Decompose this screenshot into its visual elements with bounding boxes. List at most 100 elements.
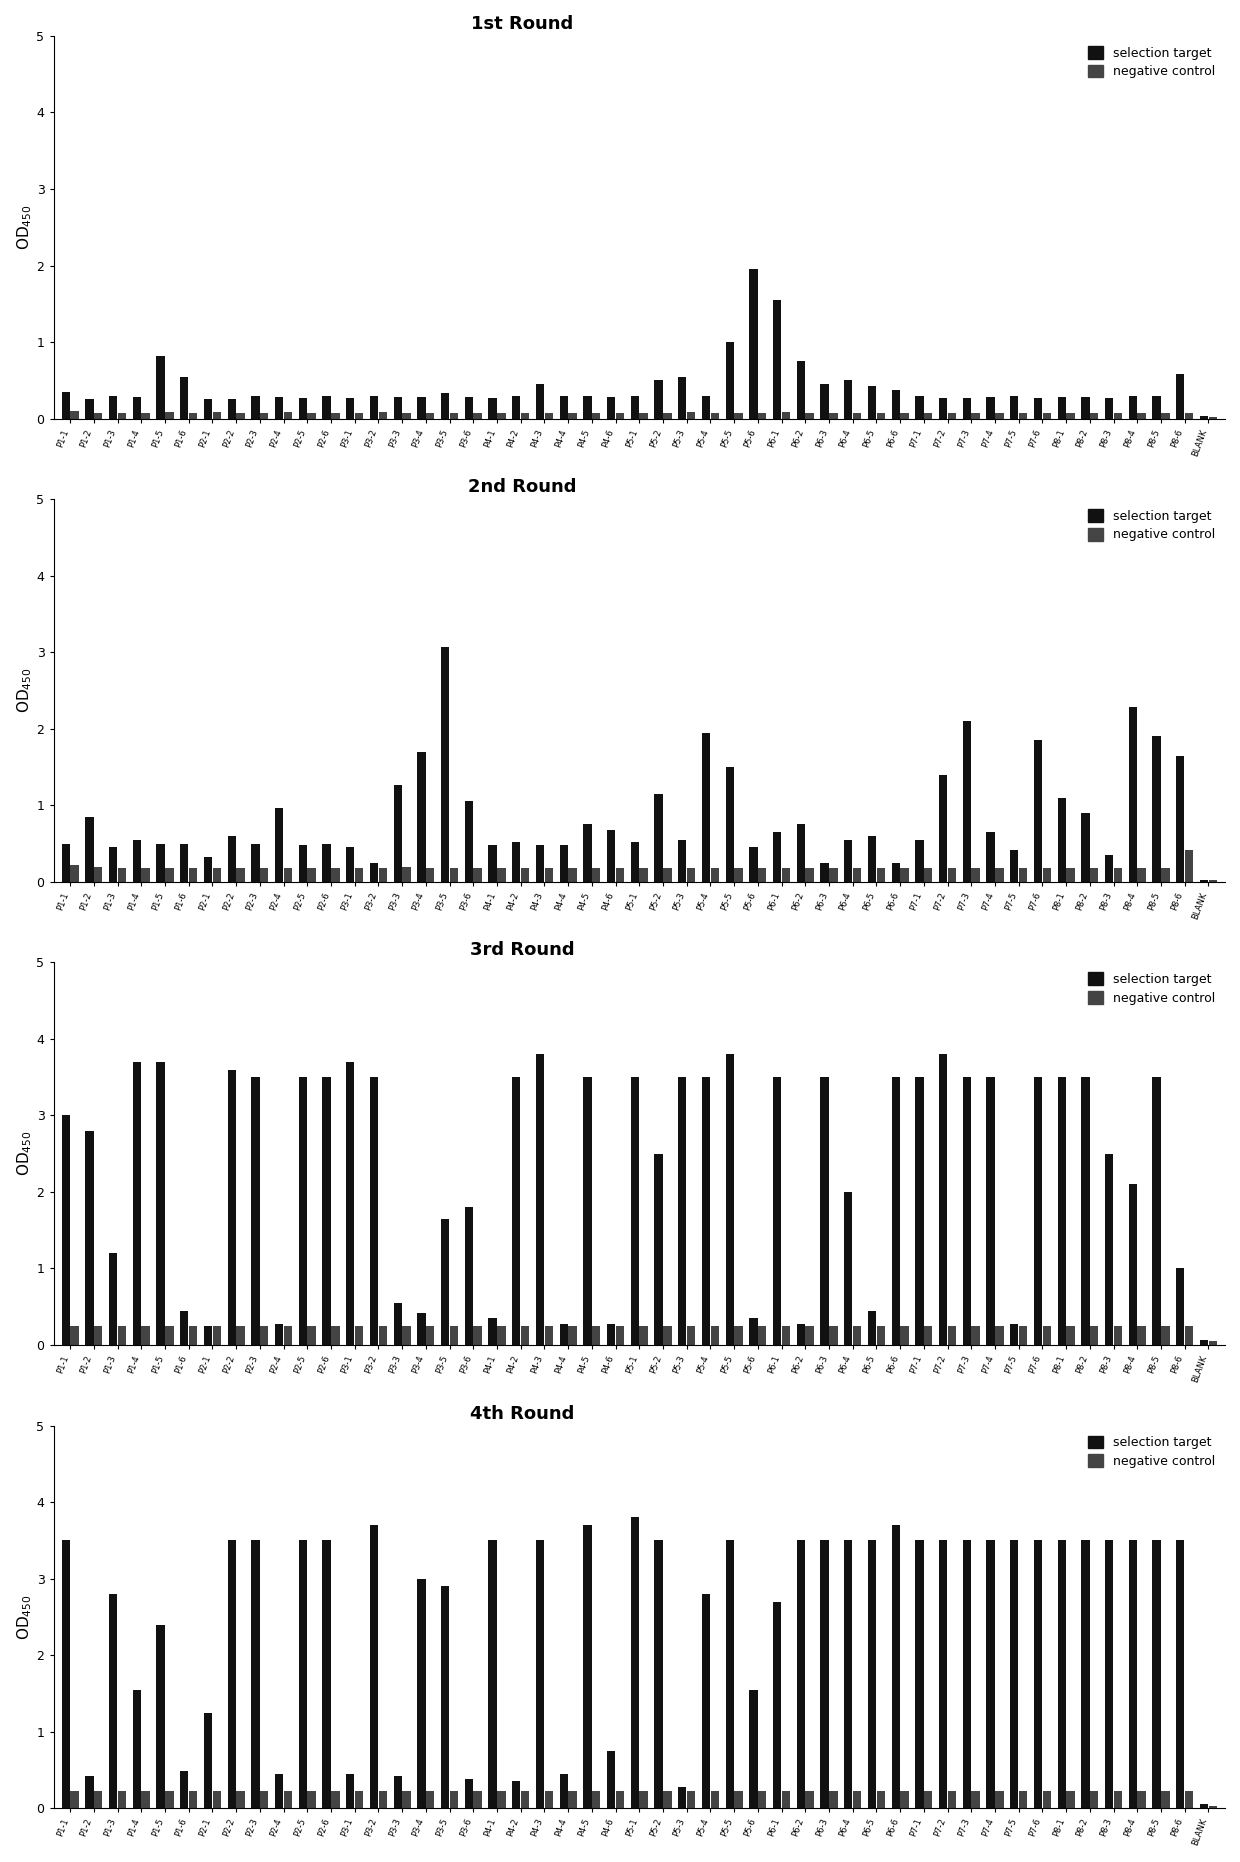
Bar (536, 384, 544, 419)
Bar (900, 868, 909, 883)
Bar (228, 836, 236, 883)
Bar (1043, 1791, 1052, 1808)
Bar (1185, 1791, 1193, 1808)
Bar (252, 1076, 259, 1344)
Bar (1105, 1154, 1114, 1344)
Bar (1058, 397, 1066, 419)
Bar (402, 413, 410, 419)
Bar (559, 1774, 568, 1808)
Bar (536, 845, 544, 883)
Bar (1081, 1076, 1090, 1344)
Bar (924, 1326, 932, 1344)
Bar (1209, 1806, 1216, 1808)
Bar (687, 413, 696, 419)
Bar (94, 866, 103, 883)
Bar (939, 398, 947, 419)
Bar (821, 1076, 828, 1344)
Bar (568, 413, 577, 419)
Bar (711, 1326, 719, 1344)
Title: 1st Round: 1st Round (471, 15, 573, 34)
Bar (806, 868, 813, 883)
Bar (678, 840, 687, 883)
Bar (568, 868, 577, 883)
Title: 2nd Round: 2nd Round (467, 479, 577, 495)
Bar (655, 380, 662, 419)
Bar (237, 1326, 244, 1344)
Bar (962, 1076, 971, 1344)
Bar (203, 1326, 212, 1344)
Bar (465, 1780, 472, 1808)
Bar (378, 413, 387, 419)
Bar (228, 1540, 236, 1808)
Bar (1034, 1540, 1042, 1808)
Bar (725, 1540, 734, 1808)
Bar (877, 413, 885, 419)
Bar (583, 1525, 591, 1808)
Bar (188, 1791, 197, 1808)
Bar (616, 1791, 624, 1808)
Bar (734, 1791, 743, 1808)
Bar (915, 1540, 924, 1808)
Bar (892, 389, 900, 419)
Bar (109, 395, 118, 419)
Bar (212, 1326, 221, 1344)
Bar (806, 413, 813, 419)
Bar (655, 1154, 662, 1344)
Bar (1043, 1326, 1052, 1344)
Bar (568, 1791, 577, 1808)
Bar (180, 1311, 188, 1344)
Bar (1177, 756, 1184, 883)
Bar (971, 1791, 980, 1808)
Bar (559, 1324, 568, 1344)
Bar (544, 1326, 553, 1344)
Bar (773, 832, 781, 883)
Bar (1161, 1326, 1169, 1344)
Bar (1011, 1324, 1018, 1344)
Bar (118, 868, 126, 883)
Bar (853, 868, 862, 883)
Bar (1105, 855, 1114, 883)
Bar (640, 413, 647, 419)
Bar (734, 1326, 743, 1344)
Bar (749, 1689, 758, 1808)
Bar (521, 413, 529, 419)
Bar (939, 1054, 947, 1344)
Bar (830, 1791, 837, 1808)
Bar (133, 397, 141, 419)
Bar (94, 1326, 103, 1344)
Bar (987, 1540, 994, 1808)
Bar (141, 868, 150, 883)
Bar (275, 397, 283, 419)
Bar (180, 376, 188, 419)
Bar (655, 1540, 662, 1808)
Bar (71, 1791, 78, 1808)
Bar (773, 300, 781, 419)
Bar (308, 868, 316, 883)
Bar (544, 413, 553, 419)
Bar (663, 868, 672, 883)
Bar (370, 395, 378, 419)
Bar (1019, 413, 1027, 419)
Bar (962, 721, 971, 883)
Bar (868, 1311, 877, 1344)
Bar (378, 868, 387, 883)
Bar (868, 836, 877, 883)
Bar (188, 1326, 197, 1344)
Bar (830, 413, 837, 419)
Bar (62, 1115, 69, 1344)
Bar (1011, 849, 1018, 883)
Bar (687, 868, 696, 883)
Bar (608, 397, 615, 419)
Bar (212, 413, 221, 419)
Bar (806, 1791, 813, 1808)
Bar (678, 376, 687, 419)
Bar (877, 1791, 885, 1808)
Bar (1081, 1540, 1090, 1808)
Bar (1090, 868, 1099, 883)
Bar (418, 752, 425, 883)
Bar (188, 413, 197, 419)
Bar (141, 413, 150, 419)
Bar (109, 1594, 118, 1808)
Bar (275, 1774, 283, 1808)
Title: 4th Round: 4th Round (470, 1404, 574, 1423)
